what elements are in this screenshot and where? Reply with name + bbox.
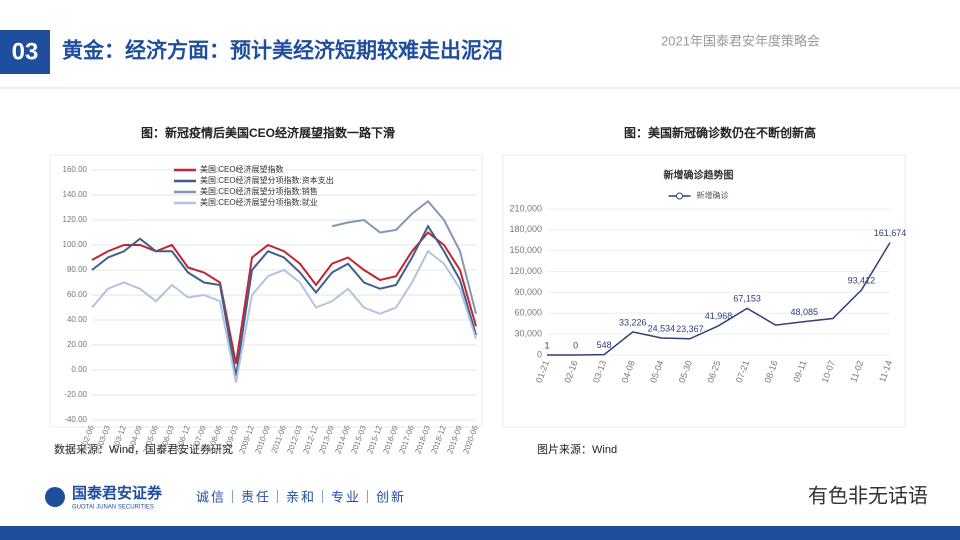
y-tick-label: -20.00 [64, 390, 87, 399]
source: 数据来源：Wind，国泰君安证券研究 [54, 442, 233, 456]
y-tick-label: 150,000 [509, 245, 542, 255]
data-label: 41,968 [705, 311, 733, 321]
y-tick-label: 160.00 [63, 165, 88, 174]
caption: 图：美国新冠确诊数仍在不断创新高 [624, 125, 816, 140]
brand: 国泰君安证券 [72, 484, 163, 502]
logo-icon [45, 487, 65, 507]
section-number: 03 [12, 38, 39, 65]
x-tick-label: 2020-06 [461, 424, 480, 455]
legend-label: 美国:CEO经济展望分项指数:资本支出 [200, 175, 334, 185]
event-name: 2021年国泰君安年度策略会 [661, 33, 820, 48]
legend-label: 美国:CEO经济展望指数 [200, 164, 284, 174]
source: 图片来源：Wind [537, 442, 617, 456]
y-tick-label: 120.00 [63, 215, 88, 224]
y-tick-label: 80.00 [67, 265, 88, 274]
y-tick-label: 60,000 [514, 308, 542, 318]
data-label: 161,674 [874, 228, 907, 238]
brand-en: GUOTAI JUNAN SECURITIES [72, 505, 154, 511]
footer-bar [0, 526, 960, 540]
data-label: 548 [597, 340, 612, 350]
y-tick-label: -40.00 [64, 415, 87, 424]
series-line [331, 199, 477, 314]
chart-frame [502, 154, 906, 428]
data-label: 67,153 [733, 294, 761, 304]
slide-title: 黄金：经济方面：预计美经济短期较难走出泥沼 [62, 39, 503, 63]
caption: 图：新冠疫情后美国CEO经济展望指数一路下滑 [141, 125, 395, 140]
series-line [91, 224, 477, 377]
y-tick-label: 90,000 [514, 287, 542, 297]
y-tick-label: 120,000 [509, 266, 542, 276]
wechat-id: 有色非无话语 [808, 484, 928, 507]
legend-label: 美国:CEO经济展望分项指数:销售 [200, 186, 318, 196]
data-label: 48,085 [790, 307, 818, 317]
y-tick-label: 0.00 [71, 365, 87, 374]
legend-label: 新增确诊 [697, 190, 729, 200]
data-label: 0 [573, 340, 578, 350]
y-tick-label: 60.00 [67, 290, 88, 299]
section-badge [0, 30, 50, 74]
chart-title: 新增确诊趋势图 [664, 169, 734, 182]
data-label: 33,226 [619, 317, 647, 327]
y-tick-label: 40.00 [67, 315, 88, 324]
series-line [546, 242, 891, 356]
y-tick-label: 0 [537, 349, 542, 359]
data-label: 93,412 [848, 275, 876, 285]
data-label: 24,534 [648, 323, 676, 333]
y-tick-label: 30,000 [514, 329, 542, 339]
y-tick-label: 210,000 [509, 203, 542, 213]
y-tick-label: 100.00 [63, 240, 88, 249]
data-label: 1 [544, 340, 549, 350]
y-tick-label: 140.00 [63, 190, 88, 199]
y-tick-label: 180,000 [509, 224, 542, 234]
chart-frame [49, 154, 483, 428]
series-line [91, 249, 477, 383]
slogan: 诚信｜责任｜亲和｜专业｜创新 [196, 489, 406, 504]
data-label: 23,367 [676, 324, 704, 334]
y-tick-label: 20.00 [67, 340, 88, 349]
legend-label: 美国:CEO经济展望分项指数:就业 [200, 197, 318, 207]
legend-marker [676, 192, 683, 200]
